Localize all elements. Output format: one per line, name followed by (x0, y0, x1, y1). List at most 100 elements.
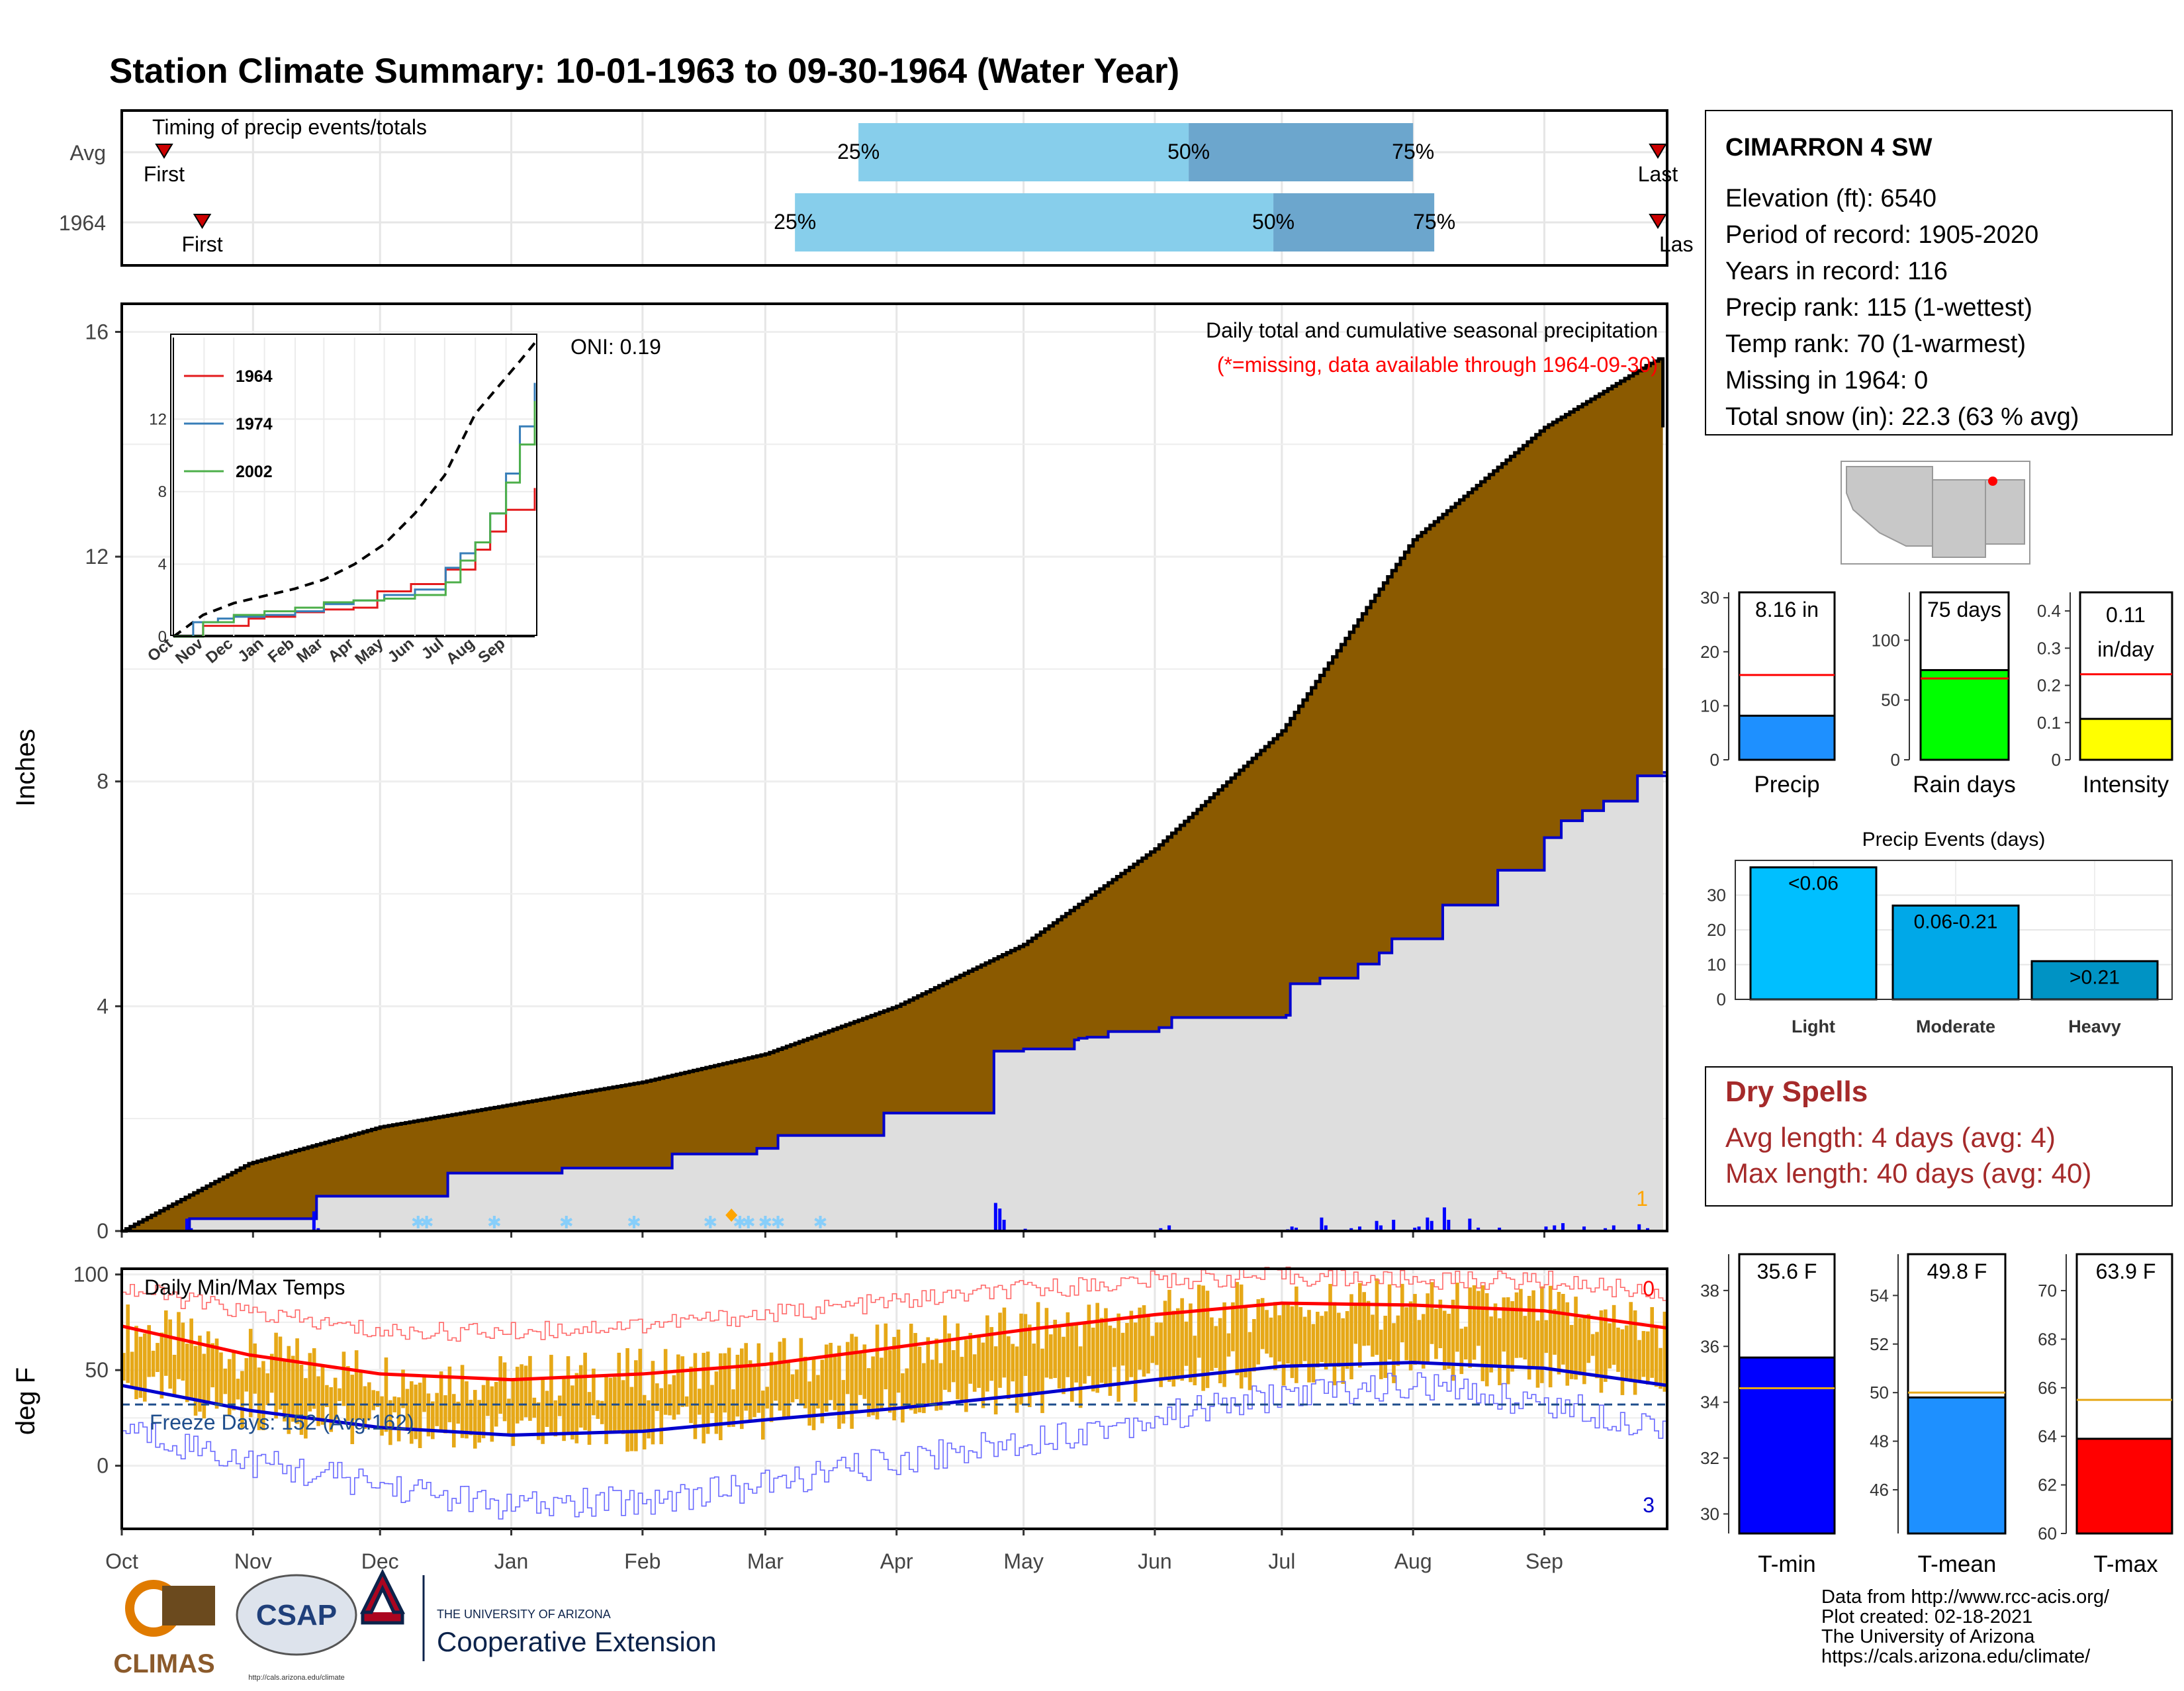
daily-temp-range-bar (1320, 1316, 1324, 1363)
daily-temp-range-bar (1197, 1285, 1201, 1358)
daily-precip-bar (312, 1211, 316, 1231)
station-box: CIMARRON 4 SW Elevation (ft): 6540 Perio… (1705, 110, 2173, 435)
daily-temp-range-bar (232, 1351, 236, 1410)
daily-temp-range-bar (655, 1383, 659, 1411)
timing-bar-25-50 (795, 193, 1274, 251)
daily-temp-range-bar (338, 1388, 341, 1401)
daily-temp-range-bar (219, 1352, 223, 1404)
daily-temp-range-bar (693, 1353, 698, 1440)
daily-temp-range-bar (892, 1337, 896, 1421)
inset-month-label: Apr (325, 635, 357, 666)
daily-temp-range-bar (887, 1349, 892, 1413)
daily-temp-range-bar (126, 1304, 130, 1383)
daily-temp-range-bar (1523, 1316, 1527, 1360)
daily-precip-bar (1375, 1220, 1379, 1231)
daily-temp-range-bar (845, 1342, 850, 1394)
daily-temp-range-bar (1578, 1318, 1582, 1376)
daily-temp-range-bar (447, 1366, 452, 1422)
daily-temp-range-bar (1138, 1307, 1142, 1370)
daily-temp-range-bar (1205, 1291, 1210, 1389)
daily-temp-range-bar (1273, 1302, 1277, 1371)
event-category-label: Light (1792, 1017, 1835, 1036)
daily-temp-range-bar (1295, 1286, 1298, 1383)
daily-temp-range-bar (1616, 1327, 1620, 1372)
station-line-snow: Total snow (in): 22.3 (63 % avg) (1725, 403, 2079, 431)
snow-marker: ✱ (559, 1212, 574, 1232)
daily-temp-range-bar (1659, 1348, 1662, 1389)
daily-temp-range-bar (1421, 1314, 1426, 1369)
events-ytick-label: 10 (1707, 955, 1726, 975)
daily-temp-range-bar (705, 1351, 710, 1434)
inset-panel: 0 4 8 12 1964 1974 2002 OctNovDecJanFebMarAprMa… (144, 334, 537, 668)
daily-temp-range-bar (1434, 1308, 1438, 1359)
month-label: Jul (1268, 1549, 1295, 1573)
daily-temp-range-bar (1066, 1312, 1070, 1377)
freeze-label: Freeze Days: 152 (Avg:162) (150, 1410, 414, 1434)
tmin-xlabel: T-min (1758, 1551, 1816, 1577)
daily-precip-bar (185, 1218, 189, 1231)
year-cumulative-line (122, 771, 1668, 1232)
dry-spells-frame (1705, 1066, 2173, 1207)
ua-small-text: THE UNIVERSITY OF ARIZONA (437, 1608, 611, 1621)
first-event-label: First (144, 162, 185, 186)
climas-logo-block (162, 1586, 215, 1625)
daily-temp-range-bar (481, 1385, 486, 1439)
daily-temp-range-bar (308, 1353, 312, 1412)
daily-temp-range-bar (451, 1394, 456, 1448)
last-event-marker (1649, 144, 1667, 159)
daily-temp-range-bar (477, 1400, 481, 1443)
daily-precip-bar (1553, 1225, 1557, 1231)
daily-precip-bar (1413, 1227, 1417, 1231)
rain-days-label: 75 days (1927, 598, 2001, 621)
avg-cumulative-area (122, 359, 1663, 1231)
daily-temp-range-bar (1104, 1308, 1108, 1387)
daily-temp-range-bar (392, 1396, 397, 1412)
daily-temp-range-bar (765, 1387, 769, 1409)
daily-temp-range-bar (964, 1340, 968, 1412)
daily-temp-range-bar (1083, 1323, 1087, 1384)
daily-temp-range-bar (972, 1354, 977, 1392)
daily-temp-range-bar (1548, 1285, 1553, 1388)
min-count: 3 (1643, 1493, 1655, 1517)
daily-temp-range-bar (1362, 1292, 1366, 1346)
daily-temp-range-bar (1590, 1334, 1595, 1356)
temps-ylabel: deg F (11, 1367, 40, 1435)
daily-precip-bar (1477, 1227, 1480, 1231)
daily-temp-range-bar (1472, 1285, 1477, 1360)
daily-temp-range-bar (672, 1375, 676, 1420)
station-name: CIMARRON 4 SW (1725, 134, 1933, 161)
daily-temp-range-bar (570, 1385, 574, 1440)
event-bar-label: >0.21 (2070, 966, 2120, 988)
daily-temp-range-bar (1426, 1293, 1430, 1363)
daily-temp-range-bar (1654, 1326, 1659, 1387)
tmean-label: 49.8 F (1927, 1259, 1987, 1283)
dry-spells-title: Dry Spells (1725, 1075, 1868, 1108)
daily-temp-range-bar (1557, 1292, 1561, 1375)
daily-temp-range-bar (1057, 1326, 1062, 1389)
summary-bar (1738, 1356, 1836, 1535)
daily-temp-range-bar (811, 1357, 816, 1430)
daily-temp-range-bar (1535, 1320, 1540, 1388)
daily-temp-range-bar (156, 1343, 159, 1372)
summary-bar-ytick-label: 34 (1700, 1393, 1719, 1412)
page-title: Station Climate Summary: 10-01-1963 to 0… (109, 52, 1179, 91)
daily-temp-range-bar (629, 1387, 634, 1451)
daily-temp-range-bar (896, 1329, 901, 1393)
daily-temp-range-bar (439, 1371, 443, 1431)
ua-big-text: Cooperative Extension (437, 1626, 717, 1657)
ua-block-a (359, 1569, 406, 1625)
daily-temp-range-bar (1392, 1323, 1396, 1383)
year-cumulative-area (122, 772, 1667, 1231)
inset-month-label: Jul (418, 635, 447, 663)
daily-temp-range-bar (1133, 1322, 1138, 1402)
inset-month-label: Nov (172, 634, 207, 667)
snow-markers: ✱✱ ✱ ✱ ✱ ✱ ✱✱ ✱✱ ✱ (411, 1209, 827, 1232)
daily-temp-range-bar (1379, 1330, 1383, 1379)
summary-bar-ytick-label: 54 (1870, 1285, 1889, 1305)
daily-temp-range-bar (1171, 1310, 1176, 1387)
footer-line-created: Plot created: 02-18-2021 (1821, 1606, 2032, 1627)
daily-temp-range-bar (735, 1354, 740, 1417)
daily-temp-range-bar (926, 1337, 931, 1404)
event-bar-label: <0.06 (1788, 873, 1839, 895)
timing-frame (120, 109, 1668, 267)
